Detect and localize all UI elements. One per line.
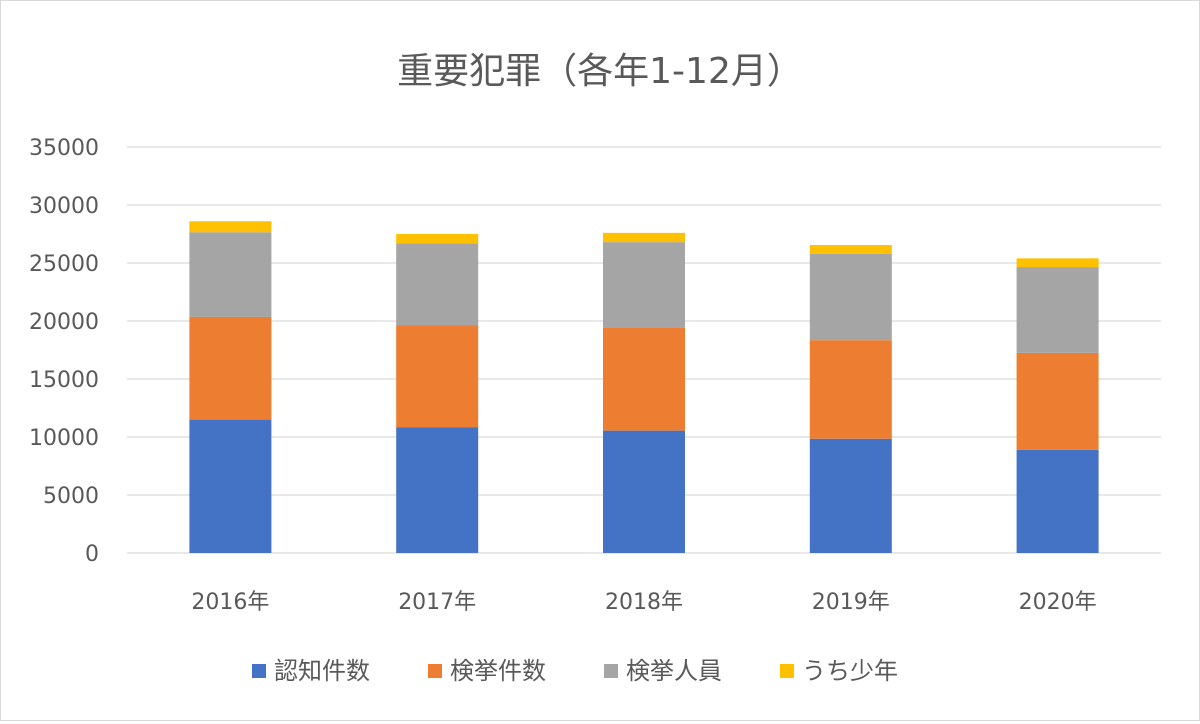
legend-label: 検挙件数	[450, 657, 546, 685]
bar-segment	[809, 245, 892, 254]
bar-segment	[603, 232, 685, 243]
bar-segment	[603, 430, 685, 553]
bar-segment	[396, 243, 479, 326]
x-tick-label: 2020年	[1019, 590, 1097, 615]
bar-segment	[189, 316, 272, 420]
bar-segment	[1016, 352, 1099, 450]
chart-title: 重要犯罪（各年1-12月）	[397, 51, 803, 92]
legend-swatch	[428, 664, 442, 678]
bar-segment	[396, 325, 479, 428]
bar-segment	[189, 419, 272, 553]
bar-segment	[603, 242, 685, 328]
bar-segment	[809, 253, 892, 341]
legend-swatch	[604, 664, 618, 678]
x-tick-label: 2018年	[605, 590, 683, 615]
bar-segment	[809, 438, 892, 553]
y-tick-label: 10000	[29, 426, 99, 451]
bars	[189, 221, 1099, 553]
bar-segment	[1016, 449, 1099, 553]
bar-segment	[1016, 267, 1099, 353]
legend-label: 認知件数	[274, 657, 370, 685]
y-tick-label: 5000	[43, 484, 99, 509]
y-tick-label: 25000	[29, 252, 99, 277]
bar-segment	[396, 234, 479, 244]
x-tick-label: 2017年	[398, 590, 476, 615]
x-axis-tick-labels: 2016年 2017年 2018年 2019年 2020年	[191, 590, 1096, 615]
y-tick-label: 0	[85, 542, 99, 567]
y-tick-label: 30000	[29, 194, 99, 219]
x-tick-label: 2019年	[812, 590, 890, 615]
bar-segment	[603, 327, 685, 431]
y-axis-tick-labels: 0 5000 10000 15000 20000 25000 30000 35000	[29, 136, 99, 567]
bar-segment	[396, 427, 479, 553]
legend-swatch	[780, 664, 794, 678]
bar-segment	[809, 340, 892, 439]
bar-segment	[1016, 258, 1099, 268]
bar-segment	[189, 232, 272, 317]
legend-swatch	[252, 664, 266, 678]
y-tick-label: 15000	[29, 368, 99, 393]
legend-label: 検挙人員	[626, 657, 722, 685]
y-tick-label: 35000	[29, 136, 99, 161]
legend: 認知件数 検挙件数 検挙人員 うち少年	[252, 657, 898, 685]
x-tick-label: 2016年	[191, 590, 269, 615]
y-tick-label: 20000	[29, 310, 99, 335]
bar-segment	[189, 221, 272, 233]
legend-label: うち少年	[802, 657, 898, 685]
